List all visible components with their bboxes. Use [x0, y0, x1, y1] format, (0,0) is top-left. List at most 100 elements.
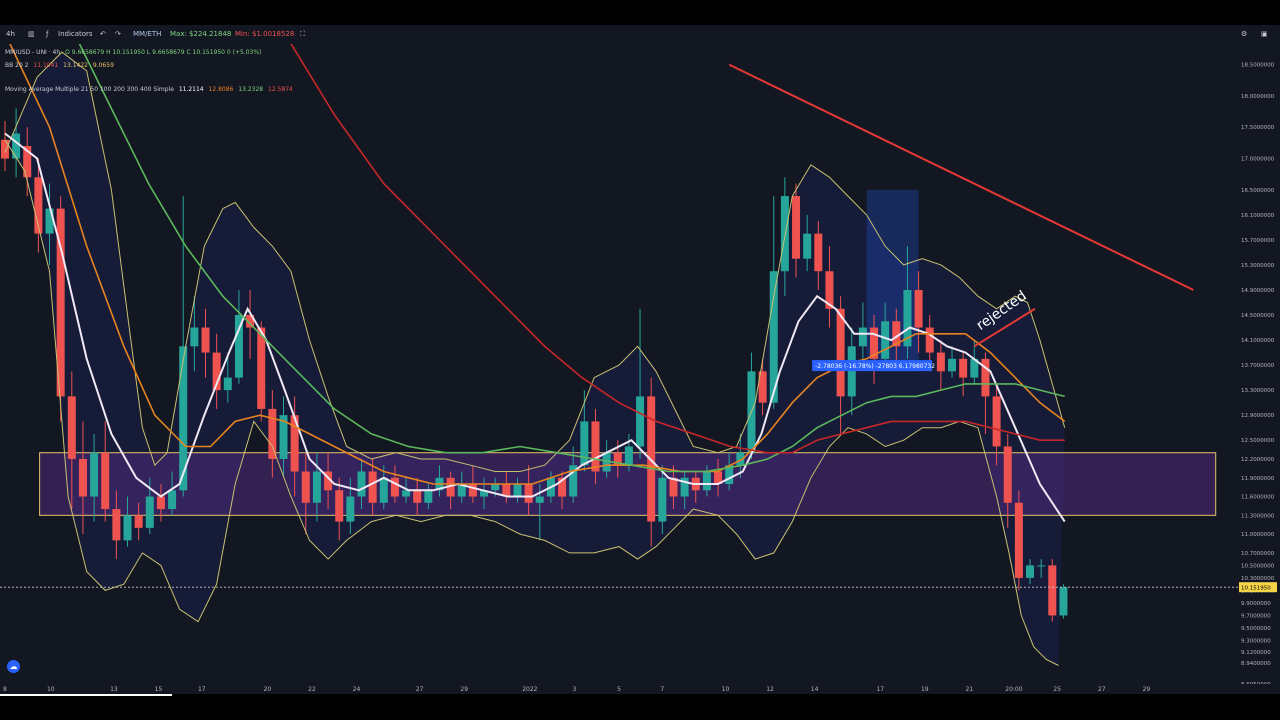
candle-body: [580, 421, 589, 466]
price-tick-label: 9.9000000: [1241, 601, 1271, 607]
candle-body: [714, 471, 723, 485]
candle-body: [134, 515, 143, 528]
candle-body: [870, 327, 879, 359]
candles-style-icon[interactable]: ▥: [28, 30, 35, 38]
candle-body: [524, 484, 533, 503]
time-tick-label: 10: [47, 686, 55, 693]
candle-body: [658, 477, 667, 522]
candle-body: [858, 327, 867, 347]
candle-body: [669, 477, 678, 497]
legend-bb-value: 9.0659: [92, 62, 114, 69]
time-tick-label: 27: [416, 686, 424, 693]
candle-body: [981, 358, 990, 397]
candle-body: [959, 358, 968, 378]
time-tick-label: 15: [155, 686, 163, 693]
time-tick-label: 14: [811, 686, 819, 693]
candle-body: [90, 452, 99, 497]
candle-body: [903, 289, 912, 347]
candle-body: [45, 208, 54, 234]
candle-body: [680, 477, 689, 497]
candle-body: [168, 490, 177, 510]
candle-body: [725, 465, 734, 485]
interval-button[interactable]: 4h: [6, 30, 15, 38]
candle-body: [892, 321, 901, 347]
price-tick-label: 17.0000000: [1241, 157, 1275, 163]
candle-body: [379, 477, 388, 503]
candle-body: [413, 490, 422, 503]
candle-body: [769, 271, 778, 403]
time-tick-label: 27: [1098, 686, 1106, 693]
descending-trendline[interactable]: [728, 63, 1194, 291]
candle-body: [112, 509, 121, 541]
price-tick-label: 16.1000000: [1241, 213, 1275, 219]
time-tick-label: 24: [353, 686, 361, 693]
candle-body: [936, 352, 945, 372]
candle-body: [925, 327, 934, 353]
progress-bar: [0, 694, 172, 696]
candle-body: [1014, 502, 1023, 578]
candle-body: [613, 452, 622, 466]
price-tick-label: 12.9000000: [1241, 413, 1275, 419]
candle-body: [847, 346, 856, 397]
candle-body: [569, 465, 578, 497]
candle-body: [792, 196, 801, 259]
candle-body: [324, 471, 333, 491]
candle-body: [970, 358, 979, 378]
pair-button[interactable]: MM/ETH: [133, 30, 162, 38]
candle-body: [702, 471, 711, 491]
candle-body: [491, 484, 500, 491]
candle-body: [914, 289, 923, 328]
candle-body: [56, 208, 65, 397]
tradingview-logo-icon[interactable]: ☁: [7, 660, 20, 673]
ma-50-line: [4, 33, 1066, 485]
time-tick-label: 3: [573, 686, 577, 693]
price-tick-label: 9.5000000: [1241, 626, 1271, 632]
candle-body: [201, 327, 210, 353]
time-tick-label: 20:00: [1005, 686, 1022, 693]
candle-body: [602, 452, 611, 472]
candle-body: [246, 315, 255, 328]
candle-body: [881, 321, 890, 359]
time-tick-label: 17: [198, 686, 206, 693]
fullscreen-icon[interactable]: ⛶: [300, 30, 305, 38]
candle-body: [301, 471, 310, 503]
time-tick-label: 25: [1053, 686, 1061, 693]
candle-body: [12, 133, 21, 159]
indicators-button[interactable]: Indicators: [58, 30, 93, 38]
measure-label-bg: [812, 360, 933, 372]
rejection-line[interactable]: [973, 307, 1036, 348]
candle-body: [0, 139, 9, 159]
time-tick-label: 22: [308, 686, 316, 693]
candle-body: [312, 471, 321, 503]
redo-icon[interactable]: ↷: [115, 30, 121, 38]
time-tick-label: 10: [722, 686, 730, 693]
time-tick-label: 13: [110, 686, 118, 693]
time-tick-label: 20: [264, 686, 272, 693]
candle-body: [636, 396, 645, 447]
legend-ma-value: 12.5874: [268, 86, 293, 93]
candle-body: [34, 177, 43, 234]
min-price-label: Min: $1.0018528: [235, 30, 295, 38]
undo-icon[interactable]: ↶: [100, 30, 106, 38]
price-tick-label: 14.9000000: [1241, 288, 1275, 294]
candle-body: [513, 484, 522, 497]
indicators-icon[interactable]: ƒ: [46, 30, 49, 38]
time-tick-label: 5: [617, 686, 621, 693]
legend-ohlc: O 9.6658679 H 10.151950 L 9.6658679 C 10…: [65, 49, 262, 56]
price-tick-label: 14.1000000: [1241, 338, 1275, 344]
chart-area[interactable]: rejected -2.78036 (-16.78%) -27803 6.1798…: [0, 32, 1280, 694]
candle-body: [234, 315, 243, 378]
time-tick-label: 21: [966, 686, 974, 693]
ma-21-line: [4, 132, 1066, 523]
legend-symbol-row: MM/USD - UNI · 4h O 9.6658679 H 10.15195…: [5, 49, 264, 56]
camera-icon[interactable]: ▣: [1261, 30, 1268, 38]
time-axis[interactable]: [0, 684, 1280, 694]
candle-body: [402, 490, 411, 497]
price-chart[interactable]: rejected-2.78036 (-16.78%) -27803 6.1798…: [0, 32, 1280, 694]
candle-body: [368, 471, 377, 503]
price-tick-label: 8.9400000: [1241, 661, 1271, 667]
price-tick-label: 18.0000000: [1241, 94, 1275, 100]
letterbox-bottom: [0, 694, 1280, 720]
bollinger-lower-line: [4, 139, 1059, 666]
settings-icon[interactable]: ⚙: [1241, 30, 1248, 38]
